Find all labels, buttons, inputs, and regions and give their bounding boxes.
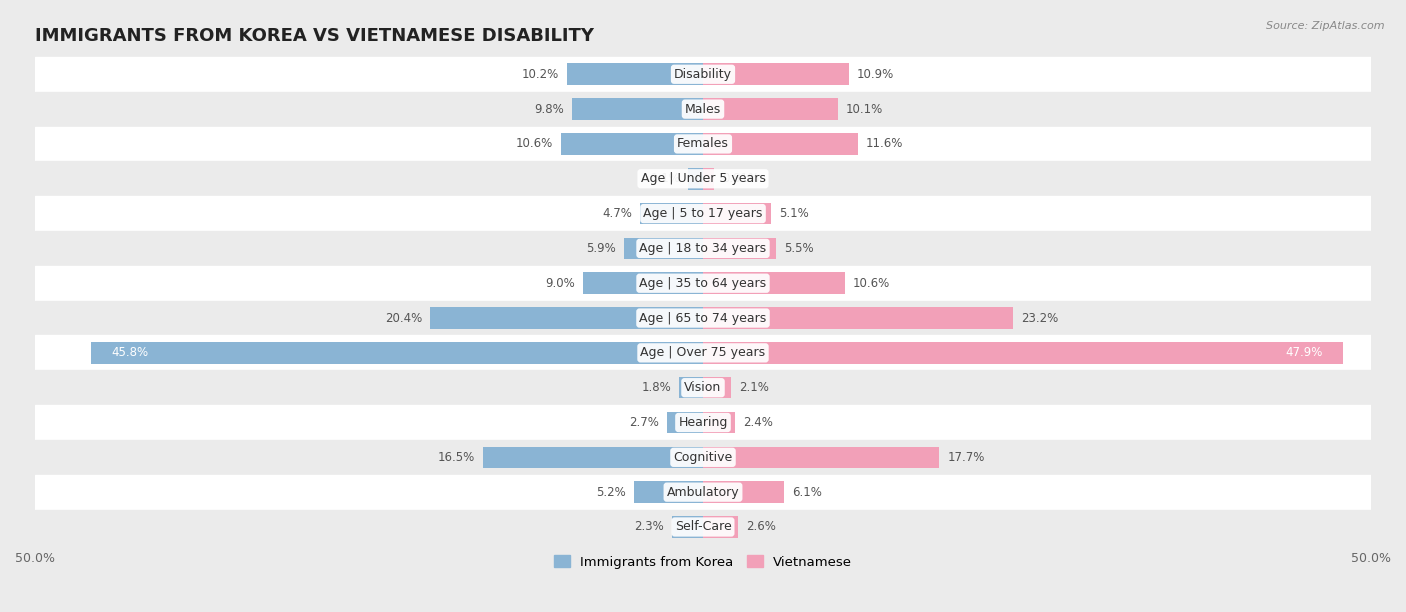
Bar (35, 440, 1371, 475)
Text: 10.2%: 10.2% (522, 68, 558, 81)
Text: 47.9%: 47.9% (1285, 346, 1323, 359)
Bar (640, 203, 703, 225)
Text: Age | Under 5 years: Age | Under 5 years (641, 172, 765, 185)
Bar (35, 510, 1371, 545)
Bar (703, 447, 939, 468)
Legend: Immigrants from Korea, Vietnamese: Immigrants from Korea, Vietnamese (548, 550, 858, 574)
Text: Cognitive: Cognitive (673, 451, 733, 464)
Text: Age | 5 to 17 years: Age | 5 to 17 years (644, 207, 762, 220)
Bar (35, 92, 1371, 127)
Bar (703, 203, 770, 225)
Bar (35, 266, 1371, 300)
Text: Age | Over 75 years: Age | Over 75 years (641, 346, 765, 359)
Bar (703, 377, 731, 398)
Text: 5.1%: 5.1% (779, 207, 808, 220)
Text: Vision: Vision (685, 381, 721, 394)
Bar (689, 168, 703, 190)
Bar (35, 405, 1371, 440)
Bar (35, 300, 1371, 335)
Text: Females: Females (678, 138, 728, 151)
Bar (482, 447, 703, 468)
Bar (679, 377, 703, 398)
Text: 4.7%: 4.7% (602, 207, 633, 220)
Text: Ambulatory: Ambulatory (666, 486, 740, 499)
Bar (35, 335, 1371, 370)
Bar (35, 231, 1371, 266)
Text: 23.2%: 23.2% (1021, 312, 1059, 324)
Text: 1.1%: 1.1% (651, 172, 681, 185)
Bar (91, 342, 703, 364)
Text: 5.9%: 5.9% (586, 242, 616, 255)
Text: 11.6%: 11.6% (866, 138, 904, 151)
Bar (430, 307, 703, 329)
Bar (703, 516, 738, 538)
Text: 9.0%: 9.0% (546, 277, 575, 289)
Bar (703, 412, 735, 433)
Text: Hearing: Hearing (678, 416, 728, 429)
Bar (703, 64, 849, 85)
Bar (35, 196, 1371, 231)
Bar (572, 99, 703, 120)
Text: 9.8%: 9.8% (534, 103, 564, 116)
Text: Self-Care: Self-Care (675, 520, 731, 534)
Text: Disability: Disability (673, 68, 733, 81)
Text: 5.2%: 5.2% (596, 486, 626, 499)
Bar (561, 133, 703, 155)
Bar (666, 412, 703, 433)
Bar (567, 64, 703, 85)
Text: 10.9%: 10.9% (856, 68, 894, 81)
Text: 2.1%: 2.1% (740, 381, 769, 394)
Text: Source: ZipAtlas.com: Source: ZipAtlas.com (1267, 21, 1385, 31)
Bar (703, 133, 858, 155)
Bar (703, 168, 714, 190)
Text: 10.6%: 10.6% (852, 277, 890, 289)
Bar (672, 516, 703, 538)
Text: 5.5%: 5.5% (785, 242, 814, 255)
Text: 2.4%: 2.4% (744, 416, 773, 429)
Bar (703, 307, 1012, 329)
Text: Age | 65 to 74 years: Age | 65 to 74 years (640, 312, 766, 324)
Bar (703, 99, 838, 120)
Bar (624, 237, 703, 259)
Text: 45.8%: 45.8% (111, 346, 148, 359)
Bar (634, 482, 703, 503)
Text: Males: Males (685, 103, 721, 116)
Text: 17.7%: 17.7% (948, 451, 984, 464)
Bar (35, 475, 1371, 510)
Bar (35, 127, 1371, 162)
Bar (703, 342, 1343, 364)
Bar (703, 237, 776, 259)
Text: 10.1%: 10.1% (846, 103, 883, 116)
Bar (35, 370, 1371, 405)
Bar (35, 57, 1371, 92)
Text: Age | 18 to 34 years: Age | 18 to 34 years (640, 242, 766, 255)
Text: 20.4%: 20.4% (385, 312, 422, 324)
Bar (703, 482, 785, 503)
Text: Age | 35 to 64 years: Age | 35 to 64 years (640, 277, 766, 289)
Bar (703, 272, 845, 294)
Text: 2.7%: 2.7% (628, 416, 659, 429)
Text: 2.3%: 2.3% (634, 520, 664, 534)
Text: 1.8%: 1.8% (641, 381, 671, 394)
Text: 6.1%: 6.1% (793, 486, 823, 499)
Text: 16.5%: 16.5% (437, 451, 475, 464)
Text: 2.6%: 2.6% (745, 520, 776, 534)
Bar (35, 162, 1371, 196)
Text: 0.81%: 0.81% (721, 172, 759, 185)
Text: 10.6%: 10.6% (516, 138, 554, 151)
Text: IMMIGRANTS FROM KOREA VS VIETNAMESE DISABILITY: IMMIGRANTS FROM KOREA VS VIETNAMESE DISA… (35, 28, 593, 45)
Bar (582, 272, 703, 294)
